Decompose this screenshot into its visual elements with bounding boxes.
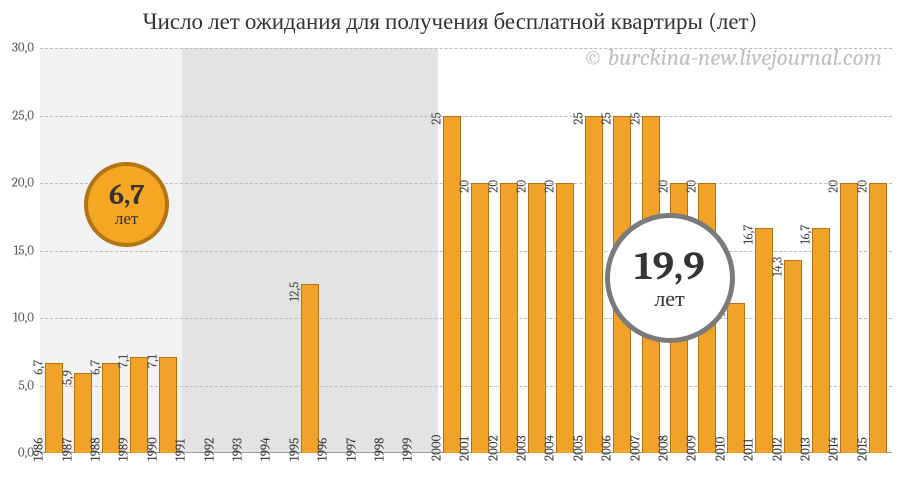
bar-slot: 200220 — [494, 48, 522, 453]
bar-slot: 19866,7 — [40, 48, 68, 453]
bar: 20 — [840, 183, 858, 453]
badge-value: 19,9 — [634, 246, 704, 286]
bar-value-label: 20 — [486, 180, 501, 193]
badge-unit: лет — [115, 211, 138, 228]
bar-slot: 1997 — [352, 48, 380, 453]
bar-value-label: 16,7 — [742, 225, 757, 245]
x-tick-label: 1999 — [401, 438, 416, 461]
x-tick-label: 1992 — [202, 438, 217, 461]
y-tick-label: 15,0 — [14, 243, 34, 258]
bar-value-label: 20 — [514, 180, 529, 193]
y-tick-label: 25,0 — [12, 108, 34, 123]
bar-slot: 19897,1 — [125, 48, 153, 453]
bar: 20 — [556, 183, 574, 453]
plot-area: 0,05,010,015,020,025,030,019866,719875,9… — [40, 48, 892, 453]
bar-slot: 19875,9 — [68, 48, 96, 453]
bar: 12,5 — [301, 284, 319, 453]
y-tick-label: 30,0 — [12, 41, 34, 56]
bar-slot: 19907,1 — [154, 48, 182, 453]
x-tick-label: 1998 — [372, 438, 387, 461]
x-tick-label: 1991 — [174, 439, 189, 461]
bar-value-label: 20 — [543, 180, 558, 193]
bar-slot: 200420 — [551, 48, 579, 453]
bar: 20 — [500, 183, 518, 453]
bar-slot: 201520 — [864, 48, 892, 453]
bar-slot: 200025 — [438, 48, 466, 453]
bar-value-label: 12,5 — [287, 281, 302, 301]
bar-value-label: 6,7 — [32, 360, 47, 375]
bar-slot: 1996 — [324, 48, 352, 453]
bar-slot: 1993 — [239, 48, 267, 453]
bar-slot: 1991 — [182, 48, 210, 453]
bar-value-label: 20 — [656, 180, 671, 193]
bar: 20 — [471, 183, 489, 453]
bar-slot: 1999 — [409, 48, 437, 453]
bar-slot: 200320 — [523, 48, 551, 453]
bar-slot: 201316,7 — [807, 48, 835, 453]
chart-title: Число лет ожидания для получения бесплат… — [0, 8, 900, 35]
badge-unit: лет — [654, 288, 684, 310]
bar-value-label: 20 — [685, 180, 700, 193]
bar-slot: 201420 — [835, 48, 863, 453]
bar-value-label: 20 — [855, 180, 870, 193]
bar-value-label: 25 — [571, 113, 586, 125]
bar: 11,1 — [727, 303, 745, 453]
bar: 14,3 — [784, 260, 802, 453]
y-tick-label: 20,0 — [12, 176, 34, 191]
avg-modern-badge: 19,9лет — [605, 213, 735, 343]
bar-value-label: 20 — [827, 180, 842, 193]
bar: 25 — [443, 116, 461, 454]
y-tick-label: 5,0 — [18, 378, 34, 393]
bar-slot: 201214,3 — [778, 48, 806, 453]
bar: 25 — [585, 116, 603, 454]
x-tick-label: 1994 — [259, 437, 274, 461]
bar: 16,7 — [812, 228, 830, 453]
bars-group: 19866,719875,919886,719897,119907,119911… — [40, 48, 892, 453]
bar-value-label: 14,3 — [770, 257, 785, 277]
bar-value-label: 5,9 — [60, 370, 75, 385]
bar: 20 — [869, 183, 887, 453]
bar-value-label: 16,7 — [798, 225, 813, 245]
x-tick-label: 1996 — [316, 438, 331, 461]
bar-value-label: 7,1 — [117, 354, 132, 367]
avg-soviet-badge: 6,7 лет — [84, 162, 169, 247]
bar-value-label: 20 — [458, 180, 473, 193]
bar-slot: 200120 — [466, 48, 494, 453]
housing-wait-chart: Число лет ожидания для получения бесплат… — [0, 0, 900, 501]
bar-slot: 200525 — [580, 48, 608, 453]
bar-value-label: 25 — [628, 113, 643, 125]
x-tick-label: 1993 — [230, 438, 245, 461]
bar-slot: 19886,7 — [97, 48, 125, 453]
bar-value-label: 6,7 — [88, 360, 103, 375]
bar-slot: 201116,7 — [750, 48, 778, 453]
bar-slot: 1992 — [210, 48, 238, 453]
bar: 20 — [528, 183, 546, 453]
bar-value-label: 7,1 — [145, 354, 160, 367]
x-tick-label: 1997 — [344, 438, 359, 461]
bar-slot: 199512,5 — [296, 48, 324, 453]
bar-slot: 1998 — [381, 48, 409, 453]
badge-value: 6,7 — [109, 181, 144, 209]
bar-value-label: 25 — [600, 113, 615, 125]
bar-value-label: 25 — [429, 113, 444, 125]
bar-slot: 1994 — [267, 48, 295, 453]
y-tick-label: 10,0 — [13, 311, 34, 326]
